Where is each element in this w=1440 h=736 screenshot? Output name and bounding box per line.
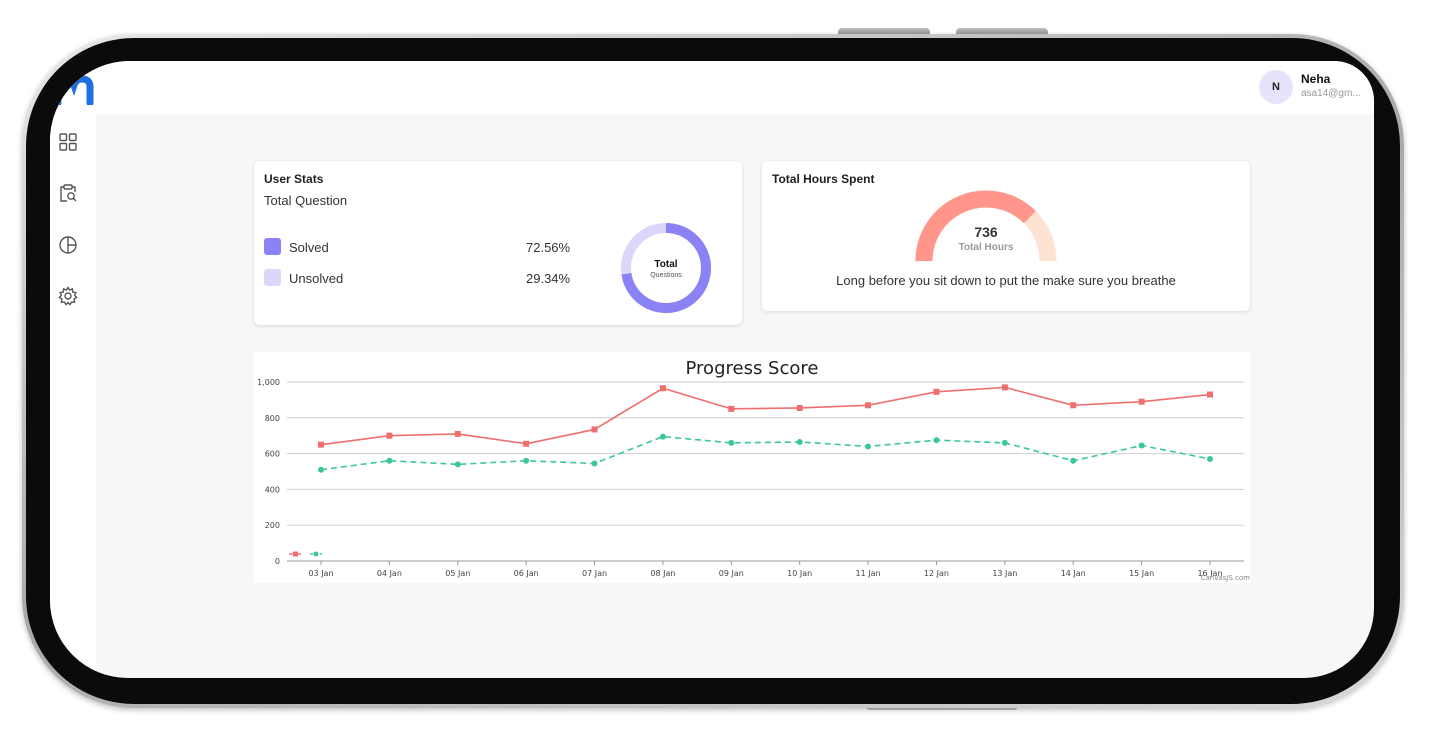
top-bar: N Neha asa14@gm... (50, 61, 1374, 114)
data-point (386, 432, 393, 439)
data-point (1070, 457, 1077, 464)
hours-value-label: Total Hours (958, 242, 1014, 253)
x-tick-label: 04 Jan (377, 569, 402, 578)
solved-label: Solved (289, 240, 329, 255)
data-point (1001, 439, 1008, 446)
data-point (1207, 455, 1213, 462)
user-email: asa14@gm... (1301, 88, 1361, 99)
data-point (1138, 398, 1145, 405)
hours-value: 736 (974, 224, 998, 240)
x-tick-label: 05 Jan (445, 569, 470, 578)
data-point (1138, 442, 1145, 449)
x-tick-label: 03 Jan (308, 569, 333, 578)
total-hours-title: Total Hours Spent (772, 172, 875, 186)
user-stats-title: User Stats (264, 172, 324, 186)
sidebar (50, 114, 96, 678)
series-line (320, 386, 1211, 446)
data-point (865, 443, 872, 450)
data-point (796, 438, 803, 445)
chart-credit: CanvasJS.com (1201, 574, 1251, 582)
data-point (796, 404, 803, 411)
data-point (318, 466, 324, 473)
data-point (659, 385, 666, 392)
x-tick-label: 07 Jan (582, 569, 607, 578)
unsolved-label: Unsolved (289, 271, 344, 286)
data-point (1070, 402, 1077, 409)
data-point (728, 405, 735, 412)
x-tick-label: 13 Jan (992, 569, 1017, 578)
solved-percent: 72.56% (526, 240, 571, 255)
x-tick-label: 14 Jan (1061, 569, 1086, 578)
y-tick-label: 400 (265, 485, 280, 494)
donut-subtitle: Questions (650, 272, 682, 279)
y-tick-label: 1,000 (257, 378, 280, 387)
settings-gear-icon[interactable] (58, 286, 78, 306)
pie-chart-icon[interactable] (58, 235, 78, 255)
x-tick-label: 12 Jan (924, 569, 949, 578)
x-tick-label: 08 Jan (650, 569, 675, 578)
data-point (933, 388, 940, 395)
data-point (454, 461, 461, 468)
unsolved-swatch (264, 269, 281, 286)
data-point (591, 426, 598, 433)
phone-volume-button (838, 28, 930, 36)
data-point (1207, 391, 1213, 398)
progress-score-chart: Progress Score 0 200 400 600 800 1,000 03 Jan 04… (257, 358, 1251, 582)
solved-swatch (264, 238, 281, 255)
total-question-label: Total Question (264, 193, 348, 208)
donut-center: Total Questions (626, 259, 706, 279)
data-point (318, 441, 324, 448)
x-tick-label: 11 Jan (856, 569, 881, 578)
user-stats-card: User Stats Total Question Solved 72.56% … (254, 161, 742, 325)
questions-donut (621, 223, 711, 313)
phone-power-button (956, 28, 1048, 36)
series-line (320, 435, 1211, 471)
avatar[interactable]: N (1259, 70, 1293, 104)
data-point (523, 440, 530, 447)
legend-marker (313, 551, 319, 557)
data-point (386, 457, 393, 464)
unsolved-percent: 29.34% (526, 271, 571, 286)
dashboard-grid-icon[interactable] (58, 132, 78, 152)
x-tick-label: 16 Jan (1197, 569, 1222, 578)
total-hours-card: Total Hours Spent 736 Total Hours Long b… (762, 161, 1250, 311)
app-screen: N Neha asa14@gm... User Stats Total Ques… (50, 61, 1374, 678)
legend-marker (293, 551, 298, 557)
brand-m-logo[interactable] (54, 75, 94, 105)
chart-title: Progress Score (686, 358, 819, 379)
data-point (591, 460, 598, 467)
data-point (523, 457, 530, 464)
y-tick-label: 600 (265, 450, 280, 459)
data-point (659, 433, 666, 440)
data-point (933, 437, 940, 444)
x-tick-label: 09 Jan (719, 569, 744, 578)
x-tick-label: 06 Jan (514, 569, 539, 578)
donut-title: Total (654, 259, 678, 270)
data-point (1001, 384, 1008, 391)
data-point (865, 402, 872, 409)
y-tick-label: 0 (275, 557, 280, 566)
x-tick-label: 15 Jan (1129, 569, 1154, 578)
hours-gauge (915, 190, 1057, 261)
y-tick-label: 800 (265, 414, 280, 423)
donut-solved-arc (621, 223, 711, 313)
gauge-fill (915, 190, 1036, 261)
x-tick-label: 10 Jan (787, 569, 812, 578)
progress-score-card: Progress Score 0 200 400 600 800 1,000 03 Jan 04… (254, 352, 1251, 583)
data-point (728, 439, 735, 446)
hours-quote: Long before you sit down to put the make… (836, 273, 1176, 288)
user-name: Neha (1301, 72, 1331, 86)
clipboard-search-icon[interactable] (58, 183, 78, 203)
y-tick-label: 200 (265, 521, 280, 530)
data-point (454, 430, 461, 437)
